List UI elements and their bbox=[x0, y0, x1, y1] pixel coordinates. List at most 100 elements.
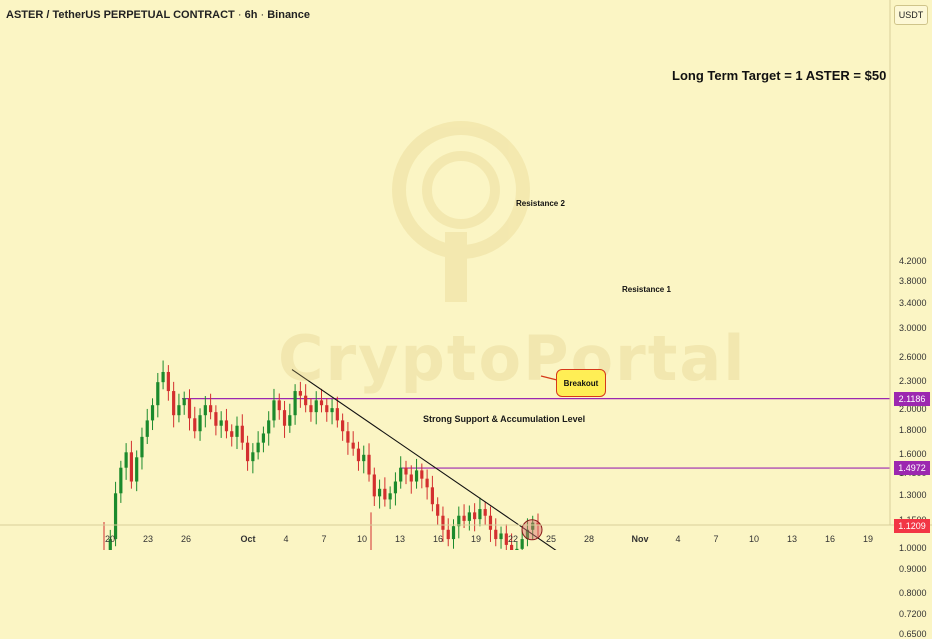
price-tick: 3.4000 bbox=[899, 297, 927, 308]
candle bbox=[383, 477, 387, 507]
candle bbox=[209, 393, 213, 420]
candle bbox=[203, 395, 207, 428]
candle bbox=[330, 398, 334, 425]
time-tick: 7 bbox=[713, 534, 719, 544]
candle bbox=[224, 408, 229, 439]
candle bbox=[372, 467, 376, 506]
time-tick: 13 bbox=[394, 534, 406, 544]
currency-unit[interactable]: USDT bbox=[894, 5, 928, 25]
time-tick: Nov bbox=[631, 534, 649, 544]
breakout-marker bbox=[521, 519, 543, 541]
support-label: Strong Support & Accumulation Level bbox=[423, 414, 586, 424]
price-tick: 0.7200 bbox=[899, 608, 927, 619]
candle bbox=[319, 388, 324, 413]
candle bbox=[488, 506, 493, 542]
time-tick: 4 bbox=[675, 534, 681, 544]
price-tick: 1.8000 bbox=[899, 425, 927, 436]
watermark-logo bbox=[392, 121, 530, 302]
candle bbox=[282, 400, 287, 438]
price-tick: 1.3000 bbox=[899, 490, 927, 501]
price-tick: 2.6000 bbox=[899, 351, 927, 362]
candle bbox=[335, 396, 339, 428]
candle bbox=[399, 456, 403, 489]
candle bbox=[509, 533, 514, 550]
candle bbox=[367, 443, 371, 482]
candle bbox=[325, 398, 329, 422]
interval[interactable]: 6h bbox=[244, 9, 258, 21]
candle bbox=[341, 413, 345, 441]
candle bbox=[193, 406, 197, 439]
price-tick: 0.6500 bbox=[899, 629, 927, 639]
candle bbox=[515, 541, 519, 550]
candle bbox=[525, 518, 530, 547]
candle bbox=[356, 441, 361, 471]
price-tick: 1.6000 bbox=[899, 448, 927, 459]
price-tick: 0.8000 bbox=[899, 587, 927, 598]
candle bbox=[377, 479, 382, 509]
exchange: Binance bbox=[267, 9, 311, 21]
candle bbox=[150, 398, 155, 431]
time-tick: 19 bbox=[470, 534, 482, 544]
candle bbox=[119, 460, 123, 503]
candle bbox=[214, 405, 218, 436]
candle bbox=[135, 450, 139, 492]
candle bbox=[288, 403, 292, 433]
time-tick: 4 bbox=[283, 534, 289, 544]
breakout-callout: Breakout bbox=[556, 369, 606, 397]
candle bbox=[129, 440, 134, 489]
candle bbox=[293, 384, 297, 425]
price-tick: 0.9000 bbox=[899, 563, 927, 574]
time-tick: 20 bbox=[104, 534, 116, 544]
time-tick: 13 bbox=[786, 534, 798, 544]
candle bbox=[298, 381, 302, 408]
candle bbox=[430, 475, 434, 512]
watermark-text: CryptoPortal bbox=[278, 322, 747, 395]
symbol-name[interactable]: ASTER / TetherUS PERPETUAL CONTRACT bbox=[6, 9, 235, 21]
candle bbox=[346, 422, 350, 455]
resistance-1-label: Resistance 1 bbox=[622, 285, 671, 294]
candle bbox=[499, 526, 503, 549]
candle bbox=[172, 381, 176, 428]
candle bbox=[409, 465, 413, 494]
candle bbox=[267, 411, 271, 446]
price-badge: 1.1209 bbox=[894, 519, 930, 534]
candle bbox=[457, 506, 461, 539]
candle bbox=[478, 497, 482, 527]
candle bbox=[494, 518, 498, 547]
candle bbox=[473, 503, 477, 532]
candle bbox=[425, 469, 429, 500]
candle bbox=[182, 391, 186, 415]
price-tick: 3.0000 bbox=[899, 322, 927, 333]
candle bbox=[483, 502, 487, 526]
candle bbox=[388, 486, 392, 510]
candle bbox=[251, 443, 255, 474]
price-badge: 2.1186 bbox=[894, 391, 930, 406]
time-tick: 10 bbox=[748, 534, 760, 544]
time-tick: 28 bbox=[583, 534, 595, 544]
candle bbox=[113, 481, 118, 547]
time-tick: 25 bbox=[545, 534, 557, 544]
candle bbox=[140, 427, 144, 470]
candle bbox=[504, 524, 508, 550]
candle bbox=[198, 408, 202, 441]
candle bbox=[156, 372, 160, 418]
time-tick: Oct bbox=[240, 534, 256, 544]
candle bbox=[304, 384, 308, 413]
candle bbox=[446, 518, 450, 547]
time-tick: 23 bbox=[142, 534, 154, 544]
candle bbox=[256, 431, 260, 460]
candle bbox=[108, 529, 112, 550]
price-chart[interactable] bbox=[0, 0, 932, 550]
time-tick: 19 bbox=[862, 534, 874, 544]
candle bbox=[441, 506, 445, 542]
candles bbox=[103, 360, 540, 550]
candle bbox=[314, 391, 318, 425]
candle bbox=[219, 411, 223, 438]
downtrend-line bbox=[291, 369, 557, 550]
candle bbox=[436, 497, 440, 526]
candle bbox=[240, 414, 244, 450]
candle bbox=[309, 398, 313, 422]
breakout-pointer bbox=[540, 375, 558, 381]
candle bbox=[235, 416, 239, 450]
breakout-label: Breakout bbox=[563, 378, 599, 388]
